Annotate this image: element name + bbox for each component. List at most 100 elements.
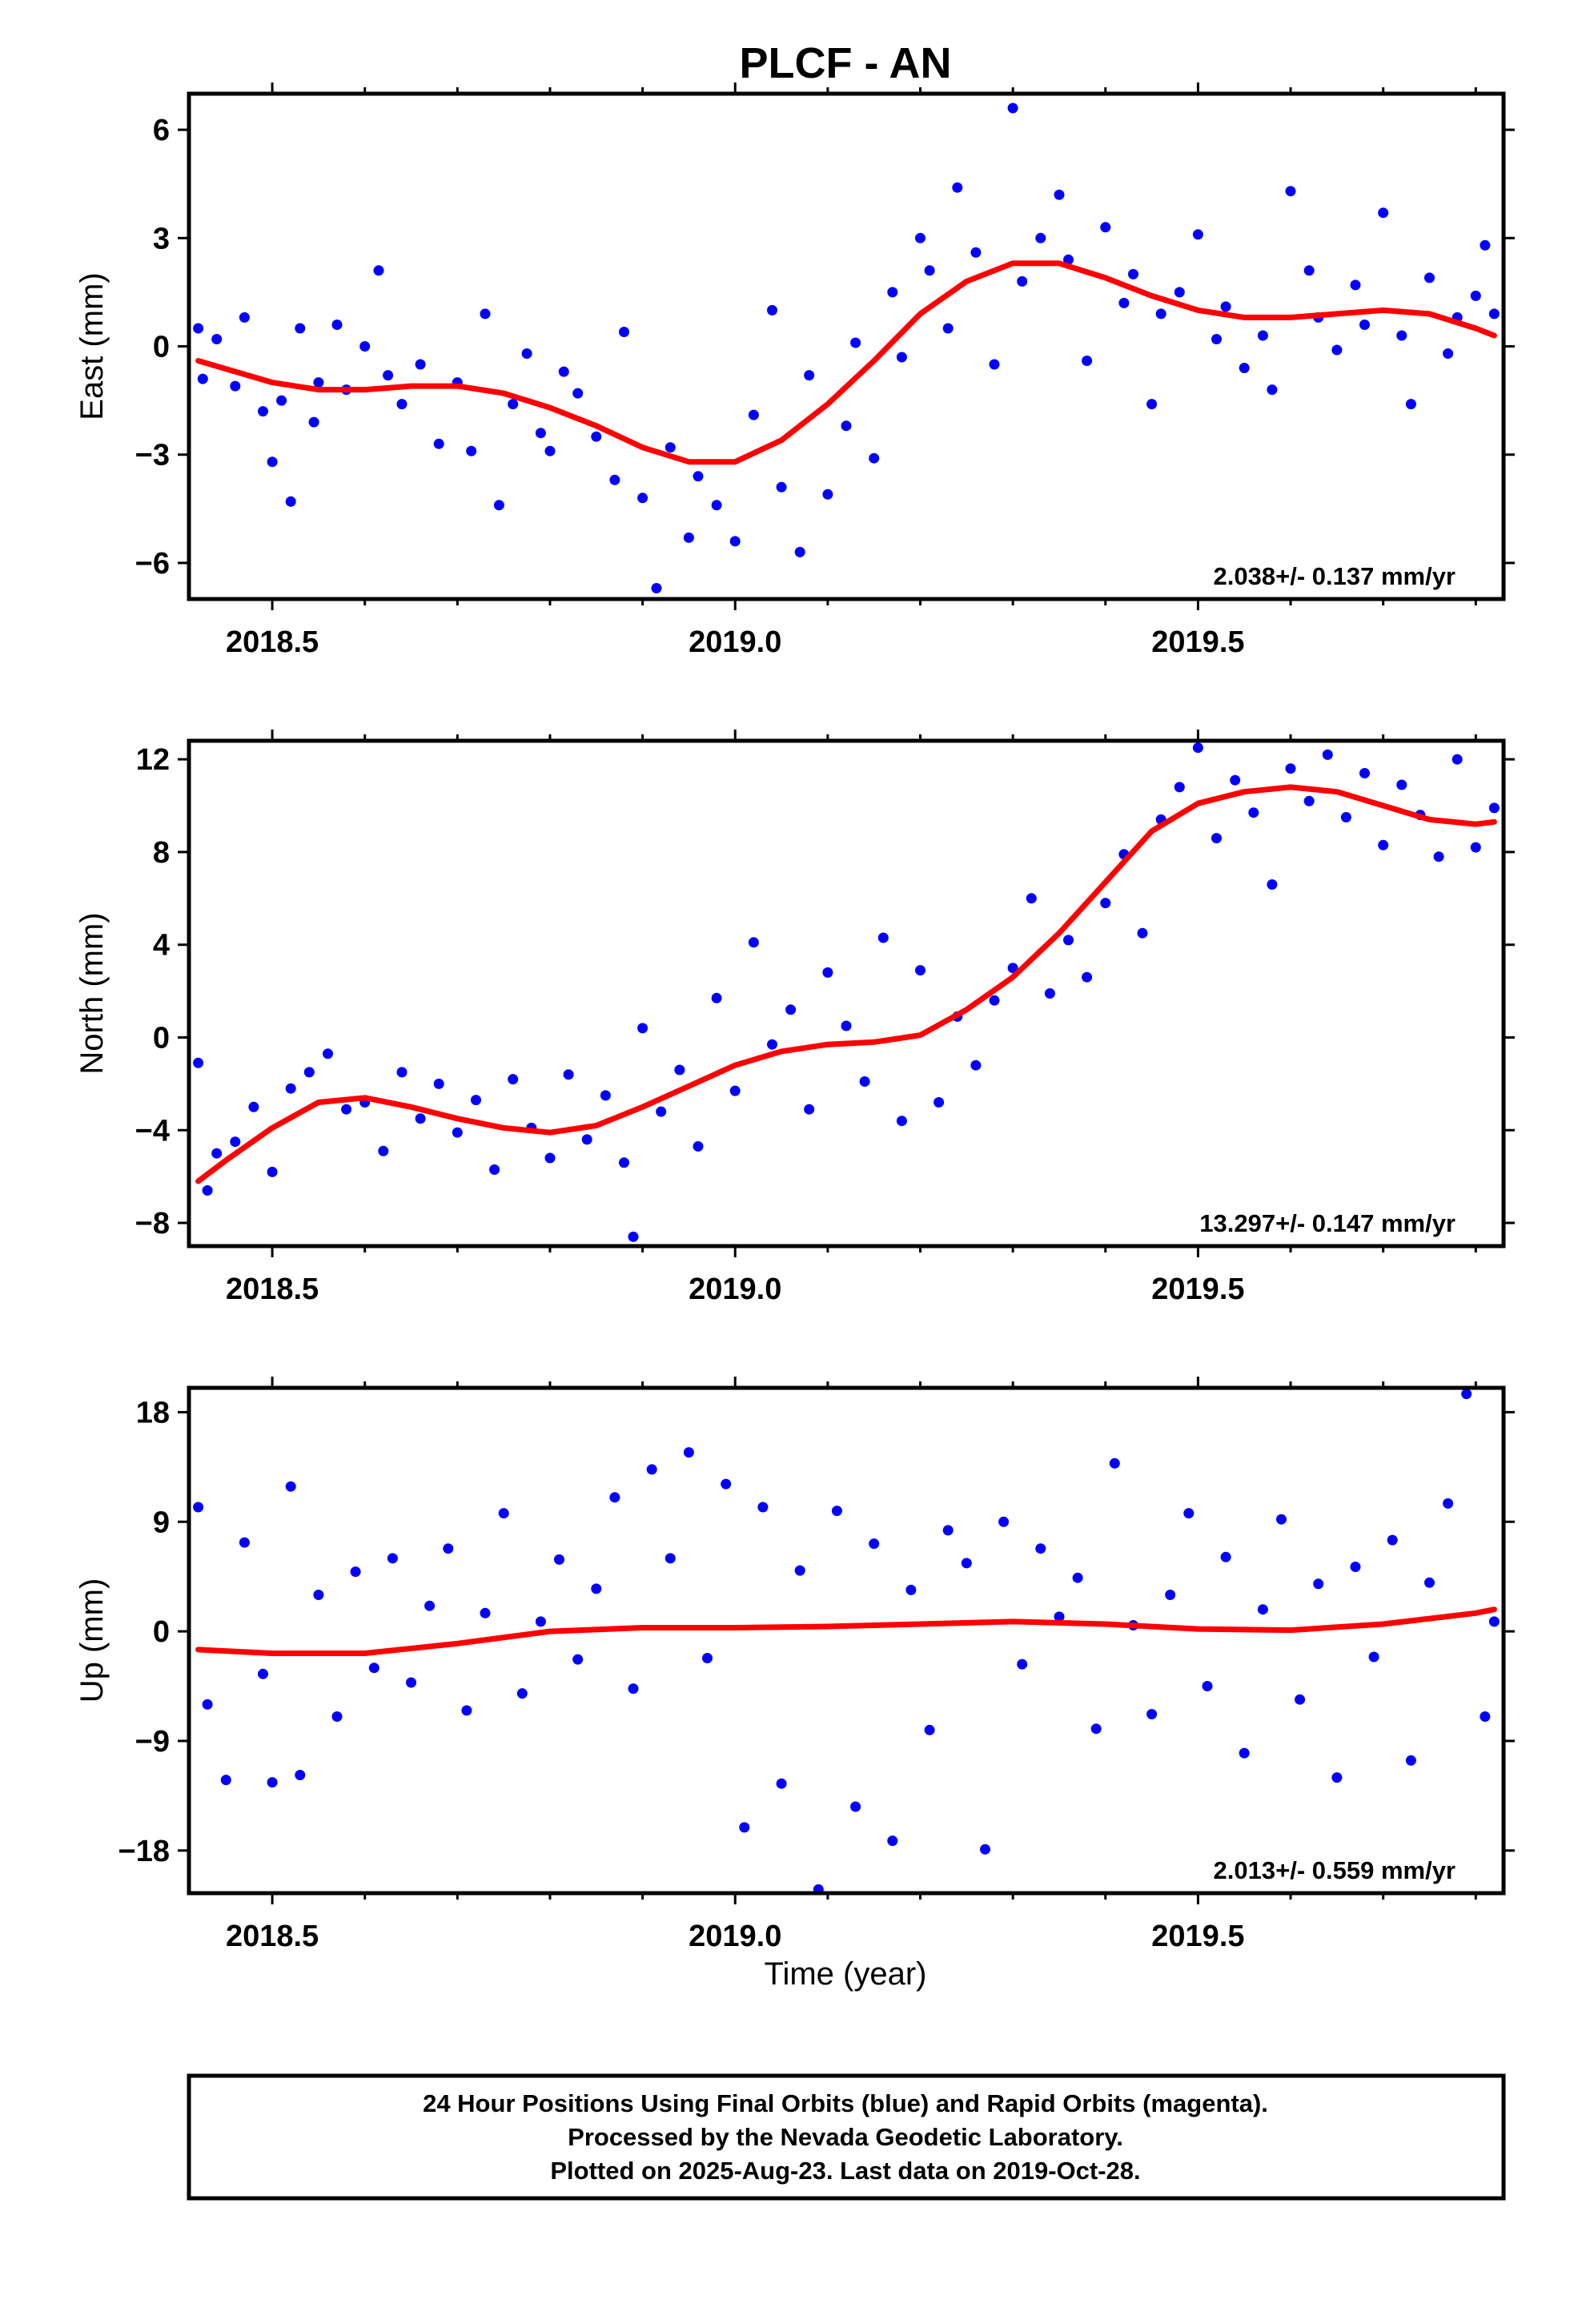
north-rate-annotation: 13.297+/- 0.147 mm/yr [1199,1209,1456,1237]
data-point [1026,893,1037,904]
data-point [1443,1498,1454,1509]
data-point [211,1148,223,1159]
y-tick-label: −8 [135,1207,170,1240]
data-point [822,489,833,500]
east-fit-line [195,260,1497,465]
data-point [1017,275,1028,287]
data-point [1202,1681,1213,1691]
data-point [896,1116,907,1127]
x-axis-label: Time (year) [765,1956,927,1992]
footer-border [187,2073,1506,2201]
east-rate-annotation: 2.038+/- 0.137 mm/yr [1214,562,1456,590]
panel-up: 18 9 0 −9 −18 2018.5 2019.0 2019.5 Up (mm) 2.013+… [74,1377,1515,1953]
y-tick-label: −18 [118,1835,170,1868]
data-point [308,416,319,428]
data-point [1174,287,1185,298]
data-point [415,359,426,370]
data-point [591,1583,602,1594]
data-point [1007,963,1018,974]
data-point [887,287,898,298]
data-point [693,471,704,482]
data-point [471,1095,481,1106]
data-point [1165,1590,1176,1600]
y-tick-label: 0 [153,331,170,364]
data-point [378,1145,389,1156]
data-point [609,474,620,485]
data-point [980,1844,990,1855]
data-point [1396,779,1407,790]
data-point [1109,1458,1120,1469]
data-point [1368,1651,1379,1663]
data-point [1146,1709,1158,1719]
data-point [248,1101,259,1112]
data-point [193,1057,204,1068]
data-point [711,992,722,1003]
data-point [303,1067,315,1078]
data-point [1128,268,1138,279]
data-point [480,308,491,320]
data-point [1350,279,1361,291]
data-point [924,265,935,276]
data-point [443,1543,454,1554]
data-point [452,1127,463,1138]
data-point [896,352,907,363]
data-point [563,1069,574,1080]
data-point [1220,301,1231,312]
data-point [313,1590,324,1600]
footer-box: 24 Hour Positions Using Final Orbits (bl… [187,2073,1506,2201]
data-point [433,438,444,449]
data-point [794,546,805,557]
data-point [1405,399,1416,410]
x-tick-label: 2019.0 [689,1273,781,1306]
data-point [406,1677,416,1688]
data-point [841,1020,852,1031]
data-point [1488,802,1500,814]
data-point [508,1074,519,1085]
data-point [1248,807,1259,818]
data-point [1063,935,1074,946]
data-point [1146,399,1158,410]
data-point [942,1525,954,1536]
data-point [915,232,926,243]
data-point [285,496,296,507]
data-point [466,445,477,456]
data-point [1035,232,1046,243]
data-point [924,1724,935,1735]
data-point [193,1502,204,1513]
data-point [267,456,278,468]
data-point [1211,833,1222,844]
data-point [628,1683,639,1695]
y-tick-label: 12 [136,743,170,777]
data-point [1267,384,1278,396]
data-point [619,1157,629,1168]
data-point [544,1152,556,1164]
data-point [1322,749,1333,760]
data-point [1017,1659,1028,1670]
data-point [1220,1551,1231,1562]
data-point [285,1481,296,1492]
data-point [665,442,676,453]
east-points [193,103,1500,593]
data-point [841,420,852,432]
data-point [193,323,204,334]
data-point [295,323,306,334]
data-point [1396,330,1407,341]
data-point [1230,774,1241,786]
data-point [197,373,208,384]
data-point [961,1558,972,1569]
north-points [193,742,1500,1242]
data-point [1359,320,1370,330]
up-frame [187,1385,1506,1896]
panel-east: 6 3 0 −3 −6 2018.5 2019.0 2019.5 East (mm) 2.038+… [74,82,1515,659]
data-point [331,1711,343,1722]
data-point [934,1097,945,1108]
x-tick-label: 2019.0 [689,1920,781,1953]
data-point [1378,207,1389,219]
y-tick-label: 0 [153,1615,170,1649]
data-point [461,1705,472,1716]
data-point [1285,186,1296,197]
data-point [1239,1747,1250,1759]
data-point [674,1064,685,1076]
data-point [1035,1543,1046,1554]
data-point [1174,782,1185,793]
